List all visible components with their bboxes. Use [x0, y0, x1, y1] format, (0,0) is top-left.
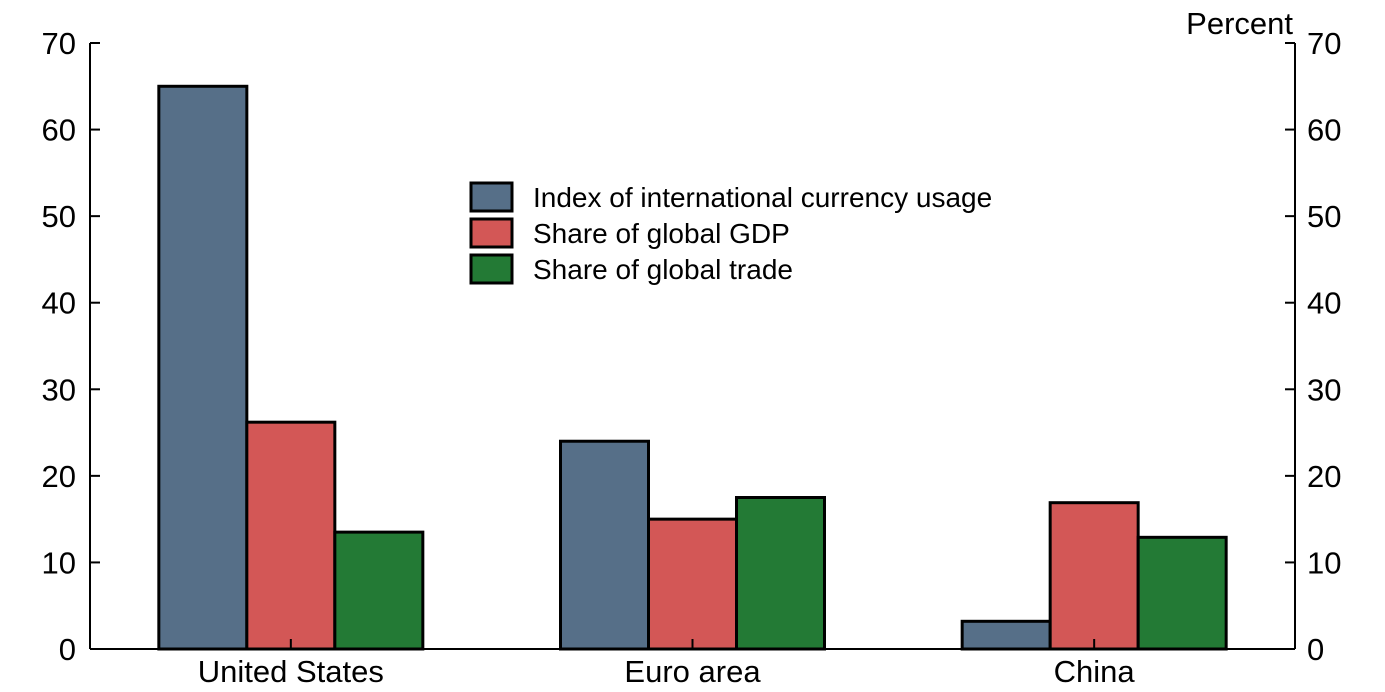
x-category-label: United States — [198, 654, 384, 689]
axis-ticks: 0 0 10 10 20 20 30 30 40 40 50 50 60 60 70 70 — [42, 26, 1342, 667]
y-tick-label-left: 40 — [42, 286, 76, 321]
bar-euro-area-series-2 — [647, 517, 738, 651]
legend-label: Share of global GDP — [533, 218, 790, 249]
y-tick-label-right: 60 — [1307, 113, 1341, 148]
legend: Index of international currency usage Sha… — [469, 181, 992, 285]
bar-china-series-1 — [960, 619, 1052, 651]
legend-label: Index of international currency usage — [533, 182, 992, 213]
y-tick-label-left: 60 — [42, 113, 76, 148]
bar-euro-area-series-3 — [735, 496, 826, 651]
legend-swatch — [469, 253, 514, 285]
bar-united-states-series-1 — [157, 84, 249, 651]
bar-euro-area-series-1 — [559, 439, 650, 651]
bar-china-series-3 — [1136, 535, 1228, 651]
unit-label: Percent — [1186, 6, 1293, 41]
legend-swatch — [469, 181, 514, 213]
bars — [157, 84, 1228, 651]
y-tick-label-left: 30 — [42, 372, 76, 407]
y-tick-label-left: 70 — [42, 26, 76, 61]
y-tick-label-right: 0 — [1307, 632, 1324, 667]
y-tick-label-left: 50 — [42, 199, 76, 234]
y-tick-label-right: 10 — [1307, 545, 1341, 580]
category-labels: United States Euro area China — [198, 639, 1136, 689]
y-tick-label-right: 30 — [1307, 372, 1341, 407]
bar-china-series-2 — [1048, 501, 1140, 651]
bar-united-states-series-3 — [333, 530, 425, 651]
x-category-label: China — [1054, 654, 1136, 689]
bar-united-states-series-2 — [245, 420, 337, 651]
y-tick-label-left: 10 — [42, 545, 76, 580]
y-tick-label-right: 40 — [1307, 286, 1341, 321]
y-tick-label-right: 20 — [1307, 459, 1341, 494]
x-category-label: Euro area — [624, 654, 761, 689]
y-tick-label-right: 70 — [1307, 26, 1341, 61]
y-tick-label-left: 0 — [59, 632, 76, 667]
legend-swatch — [469, 217, 514, 249]
y-tick-label-left: 20 — [42, 459, 76, 494]
legend-label: Share of global trade — [533, 254, 793, 285]
y-tick-label-right: 50 — [1307, 199, 1341, 234]
